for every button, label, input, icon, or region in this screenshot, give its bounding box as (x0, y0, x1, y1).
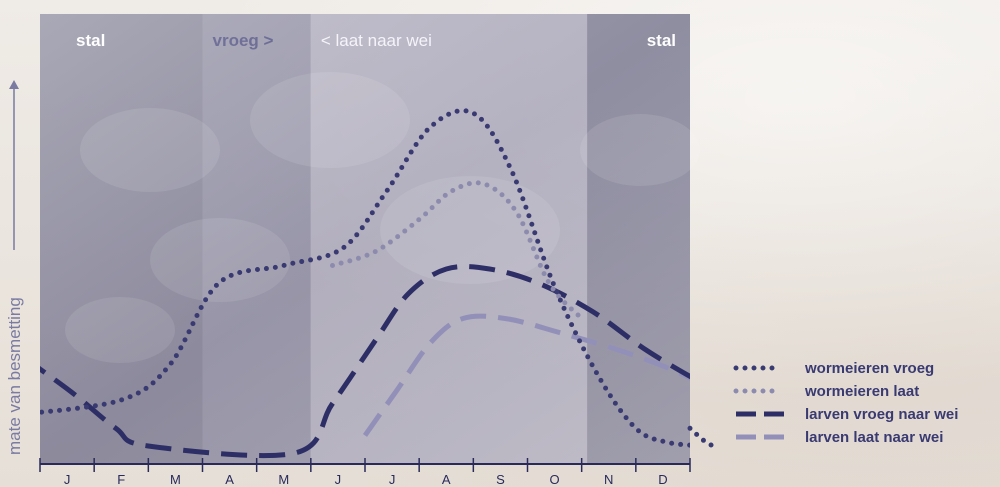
series-line-1 (40, 108, 690, 448)
legend-label: wormeieren vroeg (804, 360, 934, 377)
series-line-3 (40, 264, 690, 459)
photo-highlight (250, 72, 410, 168)
x-tick-label: F (117, 472, 125, 487)
legend: wormeieren vroeg wormeieren laat larven vr… (733, 360, 958, 446)
x-tick-label: M (170, 472, 181, 487)
x-tick-label: J (64, 472, 71, 487)
series-line-4 (362, 313, 690, 437)
x-tick-label: M (278, 472, 289, 487)
y-axis-label-block: mate van besmetting (3, 80, 25, 460)
photo-highlight (150, 218, 290, 302)
x-tick-label: A (442, 472, 451, 487)
photo-wash-overlay (40, 14, 700, 464)
series-line-1-tail (687, 425, 717, 449)
y-axis-label: mate van besmetting (5, 297, 24, 455)
photo-highlight (580, 114, 700, 186)
y-axis-arrow-head (9, 80, 19, 89)
legend-label: wormeieren laat (804, 383, 919, 400)
x-tick-label: J (335, 472, 342, 487)
photo-highlight (65, 297, 175, 363)
legend-label: larven vroeg naar wei (805, 406, 958, 423)
x-tick-label: J (389, 472, 396, 487)
legend-label: larven laat naar wei (805, 429, 943, 446)
series-lines (40, 108, 690, 459)
photo-highlight (80, 108, 220, 192)
x-tick-label: D (658, 472, 667, 487)
x-tick-label: O (550, 472, 560, 487)
x-tick-label: A (225, 472, 234, 487)
series-line-2 (330, 180, 585, 322)
x-tick-label: S (496, 472, 505, 487)
x-tick-label: N (604, 472, 613, 487)
photo-highlight (380, 176, 560, 284)
